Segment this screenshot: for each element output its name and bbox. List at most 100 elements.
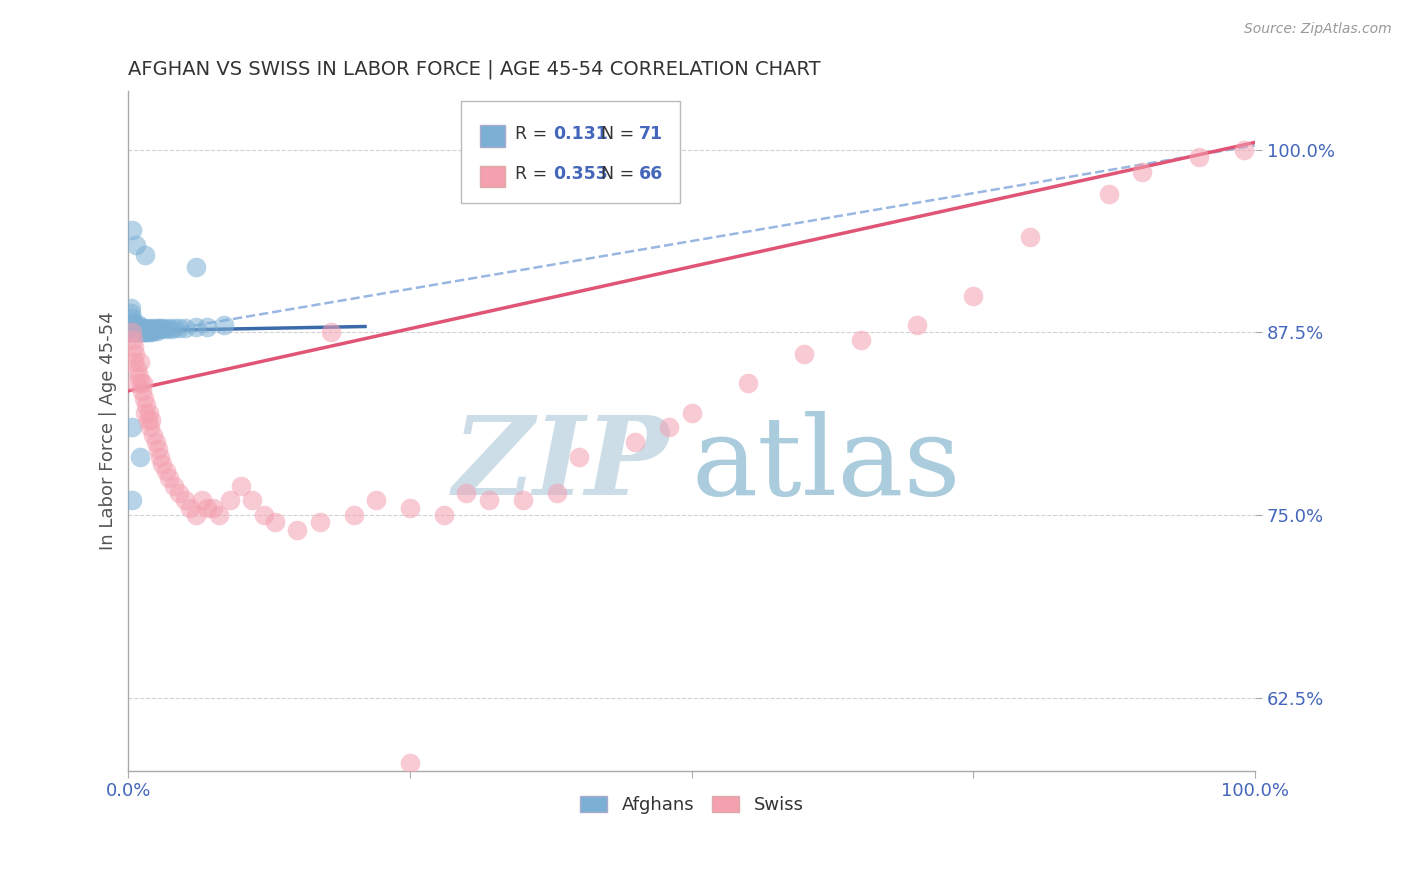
Point <box>139 326 162 340</box>
Text: N =: N = <box>591 125 640 143</box>
Text: N =: N = <box>591 165 640 184</box>
Point <box>146 442 169 457</box>
Point <box>134 324 156 338</box>
Point <box>167 486 190 500</box>
Point <box>681 406 703 420</box>
Point <box>167 321 190 335</box>
Point <box>122 321 145 335</box>
Point <box>145 321 167 335</box>
Point <box>124 347 146 361</box>
Point <box>512 493 534 508</box>
Point <box>127 322 149 336</box>
Point <box>173 321 195 335</box>
Point <box>139 420 162 434</box>
Point <box>153 322 176 336</box>
Point <box>135 398 157 412</box>
Point <box>568 450 591 464</box>
Point <box>195 500 218 515</box>
Point <box>128 450 150 464</box>
Text: 66: 66 <box>638 165 664 184</box>
Point <box>131 322 153 336</box>
Point <box>134 326 156 340</box>
Point <box>125 318 148 332</box>
Point <box>658 420 681 434</box>
Point <box>366 493 388 508</box>
Point <box>962 289 984 303</box>
Point <box>139 413 162 427</box>
Point <box>179 500 201 515</box>
Point <box>128 326 150 340</box>
Text: 71: 71 <box>638 125 662 143</box>
Point <box>128 318 150 332</box>
Point <box>128 326 150 340</box>
Point <box>157 471 180 485</box>
Point <box>253 508 276 522</box>
Point <box>905 318 928 332</box>
Text: ZIP: ZIP <box>453 411 669 519</box>
Point <box>125 376 148 391</box>
Point <box>433 508 456 522</box>
Point <box>122 326 145 340</box>
Point <box>128 369 150 384</box>
Point <box>138 326 160 340</box>
Point <box>1130 164 1153 178</box>
Point <box>121 326 143 340</box>
Point <box>1018 230 1040 244</box>
Point <box>122 326 145 340</box>
Point <box>546 486 568 500</box>
FancyBboxPatch shape <box>479 125 505 146</box>
Point <box>124 326 146 340</box>
Point <box>122 326 145 340</box>
Point <box>122 340 145 354</box>
Point <box>134 248 156 262</box>
Point <box>155 464 177 478</box>
Point <box>122 315 145 329</box>
Point <box>793 347 815 361</box>
Point <box>207 508 229 522</box>
Point <box>143 324 166 338</box>
Point <box>129 321 152 335</box>
Point <box>478 493 501 508</box>
Point <box>212 318 235 332</box>
FancyBboxPatch shape <box>461 102 681 203</box>
Point <box>149 321 172 335</box>
Point <box>399 756 422 771</box>
Point <box>134 406 156 420</box>
Point <box>122 333 145 347</box>
Point <box>162 321 184 335</box>
Point <box>142 427 165 442</box>
Point <box>120 306 142 320</box>
Point <box>399 500 422 515</box>
Point <box>121 318 143 332</box>
Point <box>124 318 146 332</box>
Point <box>121 310 143 325</box>
Point <box>121 420 143 434</box>
Point <box>1233 143 1256 157</box>
Point <box>149 450 172 464</box>
Point <box>135 326 157 340</box>
Point <box>127 326 149 340</box>
Point <box>125 326 148 340</box>
Point <box>129 376 152 391</box>
Point <box>218 493 240 508</box>
Text: Source: ZipAtlas.com: Source: ZipAtlas.com <box>1244 22 1392 37</box>
Point <box>139 322 162 336</box>
Point <box>321 326 343 340</box>
Point <box>121 326 143 340</box>
Point <box>131 324 153 338</box>
Point <box>122 354 145 368</box>
Point <box>264 516 287 530</box>
Point <box>162 479 184 493</box>
Point <box>122 318 145 332</box>
Point <box>1188 150 1211 164</box>
Point <box>173 493 195 508</box>
Point <box>184 260 207 274</box>
Y-axis label: In Labor Force | Age 45-54: In Labor Force | Age 45-54 <box>100 311 117 550</box>
Point <box>121 223 143 237</box>
Point <box>138 321 160 335</box>
FancyBboxPatch shape <box>479 166 505 187</box>
Point <box>122 321 145 335</box>
Text: 0.131: 0.131 <box>553 125 607 143</box>
Point <box>309 516 332 530</box>
Point <box>135 322 157 336</box>
